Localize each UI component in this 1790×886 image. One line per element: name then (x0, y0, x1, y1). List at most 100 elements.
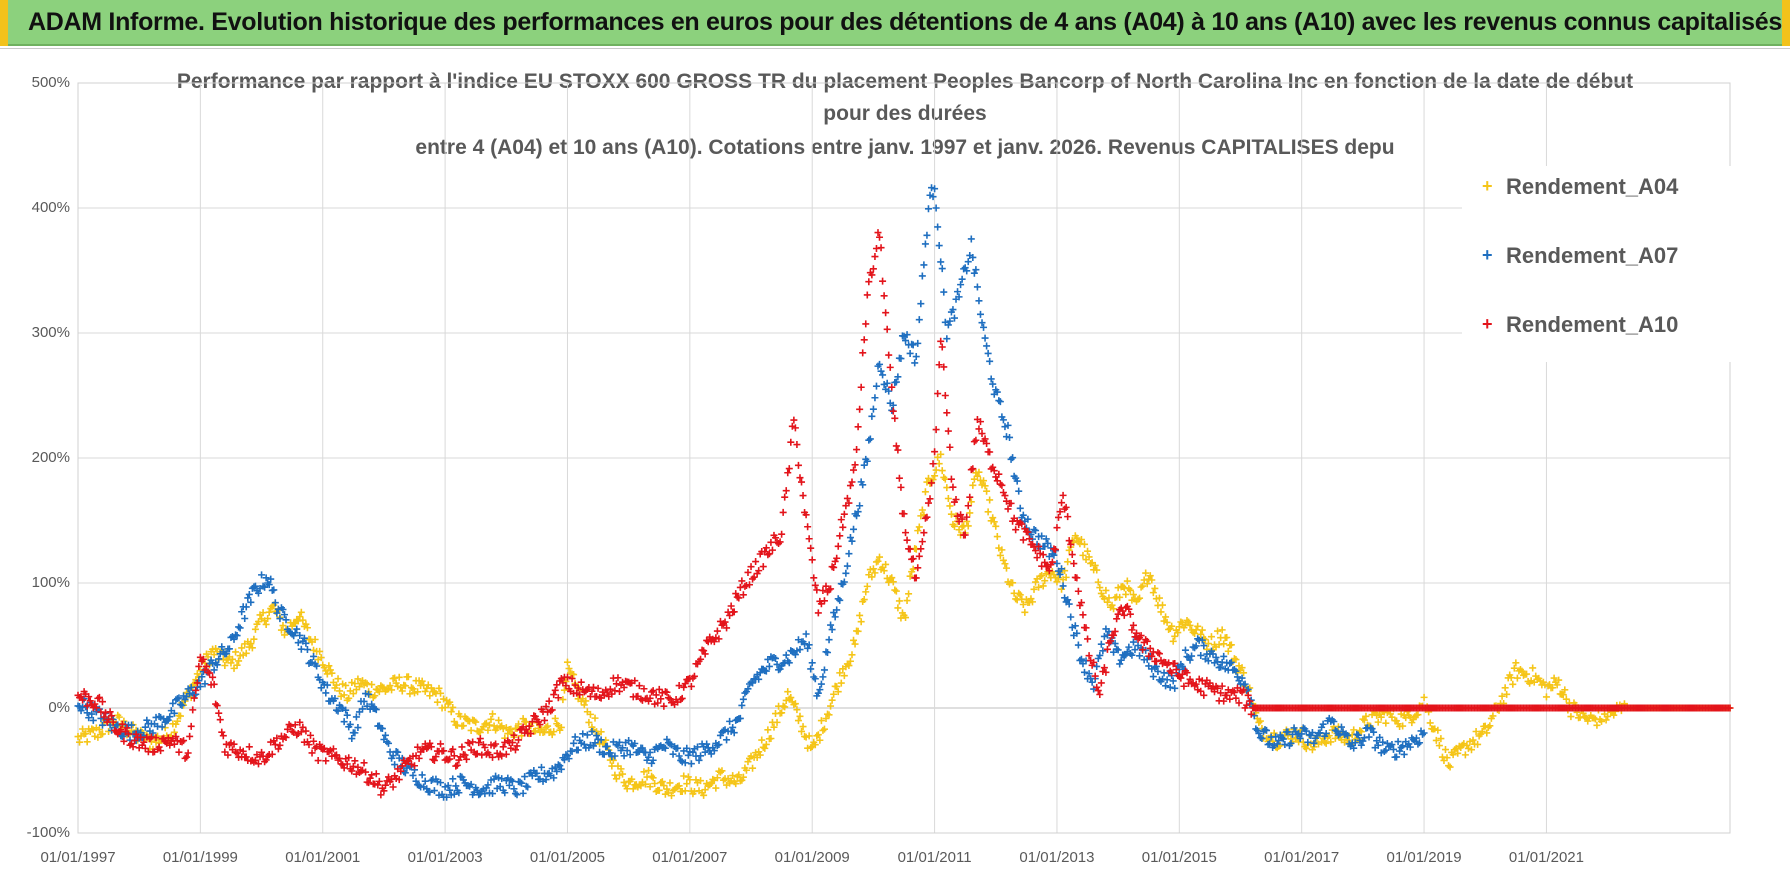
data-point (106, 708, 114, 716)
data-point (593, 732, 601, 740)
data-point (484, 781, 492, 789)
data-point (206, 669, 214, 677)
data-point (762, 667, 770, 675)
data-point (779, 508, 787, 516)
chart-title-line-3: entre 4 (A04) et 10 ans (A10). Cotations… (415, 136, 1395, 159)
data-point (969, 481, 977, 489)
data-point (1065, 600, 1073, 608)
x-tick-label: 01/01/2001 (285, 849, 361, 866)
data-point (721, 618, 729, 626)
data-point (550, 774, 558, 782)
data-point (259, 582, 267, 590)
data-point (781, 703, 789, 711)
data-point (294, 639, 302, 647)
data-point (990, 467, 998, 475)
data-point (314, 757, 322, 765)
data-point (1025, 535, 1033, 543)
data-point (833, 606, 841, 614)
data-point (563, 658, 571, 666)
data-point (1143, 580, 1151, 588)
data-point (876, 553, 884, 561)
data-point (646, 694, 654, 702)
data-point (813, 586, 821, 594)
data-point (1186, 621, 1194, 629)
data-point (770, 723, 778, 731)
data-point (375, 777, 383, 785)
data-point (805, 535, 813, 543)
data-point (401, 682, 409, 690)
data-point (758, 736, 766, 744)
data-point (108, 712, 116, 720)
data-point (588, 687, 596, 695)
data-point (452, 782, 460, 790)
data-point (741, 689, 749, 697)
data-point (1328, 716, 1336, 724)
data-point (238, 644, 246, 652)
data-point (1019, 601, 1027, 609)
data-point (990, 518, 998, 526)
data-point (589, 683, 597, 691)
data-point (1217, 663, 1225, 671)
data-point (687, 760, 695, 768)
data-point (143, 716, 151, 724)
data-point (947, 475, 955, 483)
data-point (606, 749, 614, 757)
data-point (1230, 688, 1238, 696)
data-point (649, 774, 657, 782)
data-point (1084, 635, 1092, 643)
data-point (983, 439, 991, 447)
legend-marker-a07: + (1482, 245, 1493, 265)
data-point (198, 673, 206, 681)
data-point (449, 775, 457, 783)
data-point (1330, 717, 1338, 725)
data-point (808, 659, 816, 667)
data-point (700, 647, 708, 655)
data-point (368, 771, 376, 779)
y-tick-label: 0% (48, 699, 70, 716)
report-banner: ADAM Informe. Evolution historique des p… (0, 0, 1790, 46)
data-point (1113, 645, 1121, 653)
data-point (891, 414, 899, 422)
data-point (345, 694, 353, 702)
data-point (811, 741, 819, 749)
data-point (1077, 536, 1085, 544)
data-point (265, 581, 273, 589)
data-point (976, 310, 984, 318)
data-point (406, 690, 414, 698)
data-point (230, 740, 238, 748)
data-point (646, 748, 654, 756)
data-point (697, 752, 705, 760)
data-point (322, 689, 330, 697)
data-point (510, 731, 518, 739)
data-point (1432, 736, 1440, 744)
data-point (511, 746, 519, 754)
data-point (430, 787, 438, 795)
data-point (1009, 579, 1017, 587)
data-point (302, 727, 310, 735)
data-point (796, 712, 804, 720)
data-point (937, 258, 945, 266)
data-point (201, 680, 209, 688)
data-point (889, 407, 897, 415)
data-point (1598, 717, 1606, 725)
data-point (772, 534, 780, 542)
data-point (1039, 551, 1047, 559)
data-point (1435, 742, 1443, 750)
y-tick-label: 100% (31, 574, 70, 591)
data-point (193, 679, 201, 687)
data-point (375, 688, 383, 696)
data-point (755, 567, 763, 575)
data-point (782, 651, 790, 659)
data-point (935, 242, 943, 250)
data-point (790, 416, 798, 424)
data-point (819, 726, 827, 734)
data-point (996, 480, 1004, 488)
data-point (914, 527, 922, 535)
data-point (1126, 610, 1134, 618)
y-tick-label: 400% (31, 199, 70, 216)
data-point (827, 585, 835, 593)
data-point (1483, 729, 1491, 737)
data-point (235, 657, 243, 665)
data-point (1360, 716, 1368, 724)
data-point (348, 767, 356, 775)
